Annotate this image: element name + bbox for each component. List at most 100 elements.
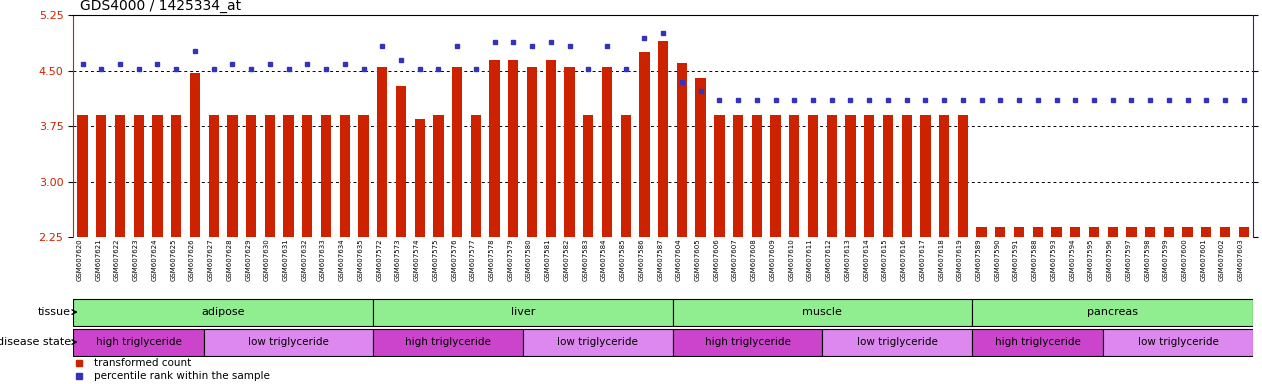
Bar xyxy=(1108,227,1118,237)
Text: GSM607624: GSM607624 xyxy=(151,238,158,281)
Bar xyxy=(545,60,557,237)
Bar xyxy=(339,115,350,237)
Text: GSM607574: GSM607574 xyxy=(414,238,420,281)
Bar xyxy=(996,227,1006,237)
Bar xyxy=(920,115,930,237)
Text: tissue: tissue xyxy=(38,307,71,317)
Bar xyxy=(153,115,163,237)
Text: GSM607599: GSM607599 xyxy=(1162,238,1169,281)
Text: GSM607610: GSM607610 xyxy=(789,238,794,281)
Text: GSM607593: GSM607593 xyxy=(1050,238,1056,281)
Bar xyxy=(302,115,313,237)
Bar xyxy=(1051,227,1061,237)
Text: GSM607619: GSM607619 xyxy=(957,238,963,281)
Bar xyxy=(1070,227,1080,237)
Bar xyxy=(321,115,331,237)
Text: GSM607633: GSM607633 xyxy=(321,238,326,281)
Text: GSM607617: GSM607617 xyxy=(920,238,925,281)
Text: GSM607614: GSM607614 xyxy=(863,238,870,281)
Text: GSM607588: GSM607588 xyxy=(1032,238,1037,281)
Text: GSM607616: GSM607616 xyxy=(901,238,906,281)
Text: GDS4000 / 1425334_at: GDS4000 / 1425334_at xyxy=(80,0,241,13)
Text: GSM607607: GSM607607 xyxy=(732,238,738,281)
Text: transformed count: transformed count xyxy=(95,358,192,368)
Text: GSM607622: GSM607622 xyxy=(114,238,120,281)
Text: GSM607618: GSM607618 xyxy=(938,238,944,281)
Text: GSM607587: GSM607587 xyxy=(658,238,664,281)
Text: GSM607585: GSM607585 xyxy=(620,238,626,281)
Bar xyxy=(96,115,106,237)
Text: muscle: muscle xyxy=(803,307,842,317)
Text: GSM607603: GSM607603 xyxy=(1238,238,1244,281)
Bar xyxy=(658,41,669,237)
Bar xyxy=(1220,227,1230,237)
Text: low triglyceride: low triglyceride xyxy=(249,337,329,347)
Bar xyxy=(733,115,743,237)
Bar xyxy=(714,115,724,237)
Text: GSM607594: GSM607594 xyxy=(1069,238,1075,281)
Text: GSM607591: GSM607591 xyxy=(1013,238,1018,281)
Text: GSM607609: GSM607609 xyxy=(770,238,776,281)
Bar xyxy=(1145,227,1155,237)
Text: liver: liver xyxy=(511,307,535,317)
Bar xyxy=(528,67,538,237)
Bar xyxy=(265,115,275,237)
Text: GSM607597: GSM607597 xyxy=(1126,238,1132,281)
Text: GSM607635: GSM607635 xyxy=(357,238,363,281)
Bar xyxy=(695,78,705,237)
Bar xyxy=(673,299,972,326)
Bar xyxy=(227,115,237,237)
Bar xyxy=(972,329,1103,356)
Text: GSM607576: GSM607576 xyxy=(451,238,457,281)
Bar xyxy=(1182,227,1193,237)
Text: GSM607611: GSM607611 xyxy=(806,238,813,281)
Bar xyxy=(901,115,912,237)
Bar xyxy=(396,86,406,237)
Text: GSM607630: GSM607630 xyxy=(264,238,270,281)
Bar xyxy=(808,115,818,237)
Text: GSM607573: GSM607573 xyxy=(395,238,401,281)
Text: GSM607589: GSM607589 xyxy=(976,238,982,281)
Bar xyxy=(189,73,201,237)
Text: GSM607627: GSM607627 xyxy=(208,238,213,281)
Text: GSM607602: GSM607602 xyxy=(1219,238,1225,281)
Text: GSM607626: GSM607626 xyxy=(189,238,194,281)
Bar xyxy=(73,329,204,356)
Text: high triglyceride: high triglyceride xyxy=(704,337,790,347)
Bar xyxy=(246,115,256,237)
Text: GSM607621: GSM607621 xyxy=(96,238,101,281)
Text: GSM607634: GSM607634 xyxy=(338,238,345,281)
Text: GSM607581: GSM607581 xyxy=(545,238,550,281)
Text: GSM607615: GSM607615 xyxy=(882,238,888,281)
Text: GSM607613: GSM607613 xyxy=(844,238,851,281)
Bar xyxy=(522,329,673,356)
Text: GSM607629: GSM607629 xyxy=(245,238,251,281)
Bar xyxy=(972,299,1253,326)
Bar xyxy=(864,115,875,237)
Text: GSM607605: GSM607605 xyxy=(694,238,700,281)
Bar xyxy=(204,329,372,356)
Bar xyxy=(583,115,593,237)
Text: disease state: disease state xyxy=(0,337,71,347)
Text: adipose: adipose xyxy=(201,307,245,317)
Bar xyxy=(509,60,519,237)
Bar xyxy=(676,63,687,237)
Text: GSM607575: GSM607575 xyxy=(433,238,438,281)
Text: GSM607623: GSM607623 xyxy=(133,238,139,281)
Bar xyxy=(823,329,972,356)
Bar xyxy=(640,52,650,237)
Text: GSM607601: GSM607601 xyxy=(1200,238,1206,281)
Bar xyxy=(471,115,481,237)
Bar xyxy=(134,115,144,237)
Text: percentile rank within the sample: percentile rank within the sample xyxy=(95,371,270,381)
Text: GSM607572: GSM607572 xyxy=(376,238,382,281)
Bar xyxy=(372,299,673,326)
Bar xyxy=(172,115,182,237)
Text: GSM607625: GSM607625 xyxy=(170,238,177,281)
Text: GSM607620: GSM607620 xyxy=(77,238,82,281)
Text: GSM607632: GSM607632 xyxy=(302,238,308,281)
Bar xyxy=(1032,227,1042,237)
Text: GSM607604: GSM607604 xyxy=(676,238,681,281)
Bar xyxy=(673,329,823,356)
Text: GSM607600: GSM607600 xyxy=(1181,238,1188,281)
